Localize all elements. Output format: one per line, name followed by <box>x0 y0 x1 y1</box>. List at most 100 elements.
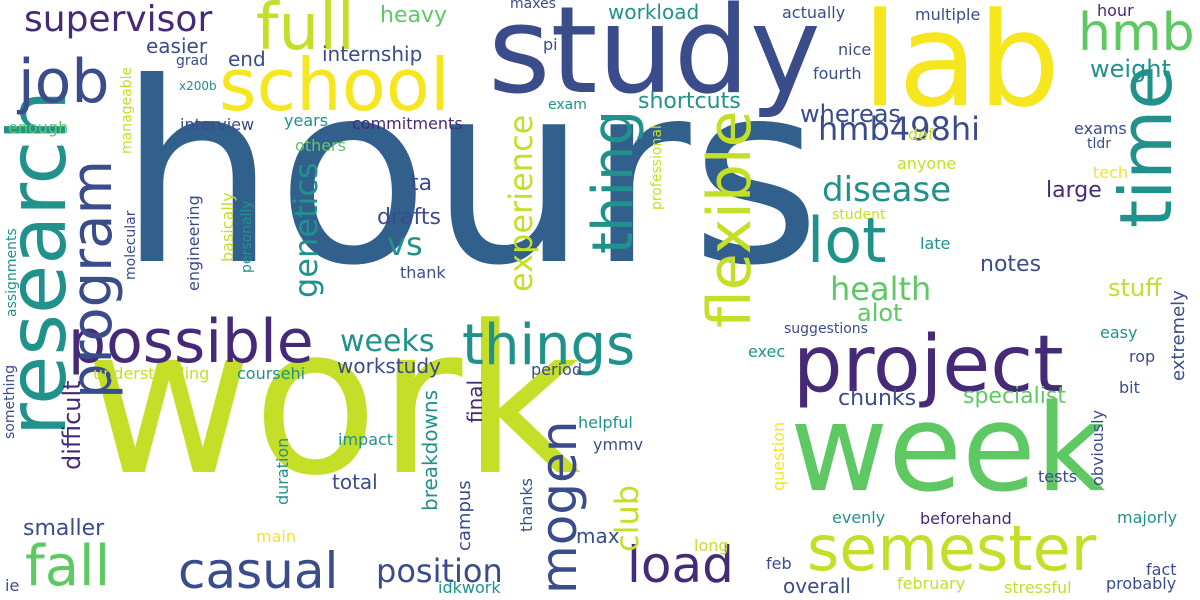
word-understanding: understanding <box>93 364 210 383</box>
word-coursehi: coursehi <box>237 364 306 383</box>
word-stuff: stuff <box>1108 274 1162 302</box>
word-rop: rop <box>1129 347 1156 366</box>
word-multiple: multiple <box>915 5 981 24</box>
word-grad: grad <box>176 53 209 69</box>
word-bit: bit <box>1119 378 1140 397</box>
word-health: health <box>830 270 932 308</box>
word-lot: lot <box>807 204 887 277</box>
word-fall: fall <box>25 534 111 599</box>
word-work: work <box>85 283 582 521</box>
word-supervisor: supervisor <box>24 0 213 40</box>
word-final: final <box>463 379 487 423</box>
word-student: student <box>832 207 886 223</box>
word-full: full <box>256 0 355 65</box>
word-question: question <box>769 421 788 491</box>
word-campus: campus <box>454 480 475 551</box>
word-basically: basically <box>218 192 237 262</box>
word-difficult: difficult <box>58 380 86 470</box>
word-lab: lab <box>862 0 1061 136</box>
word-late: late <box>920 234 951 253</box>
word-tech: tech <box>1093 163 1129 182</box>
word-assignments: assignments <box>4 228 20 317</box>
word-flexible: flexible <box>695 110 765 329</box>
word-others: others <box>295 136 346 155</box>
word-majorly: majorly <box>1117 508 1178 527</box>
word-time: time <box>1104 65 1188 228</box>
word-notes: notes <box>980 252 1042 277</box>
word-school: school <box>219 43 450 127</box>
word-job: job <box>18 47 110 117</box>
word-evenly: evenly <box>832 508 886 527</box>
word-overall: overall <box>783 574 851 598</box>
word-thanks: thanks <box>517 478 536 532</box>
word-ie: ie <box>5 576 20 595</box>
word-experience: experience <box>502 114 540 292</box>
word-easy: easy <box>1100 323 1138 342</box>
word-project: project <box>793 320 1064 410</box>
word-helpful: helpful <box>578 413 633 432</box>
word-extremely: extremely <box>1168 290 1189 381</box>
word-hour: hour <box>1097 1 1134 20</box>
word-suggestions: suggestions <box>784 321 868 337</box>
word-end: end <box>228 47 266 71</box>
word-smaller: smaller <box>23 516 105 541</box>
word-anyone: anyone <box>897 154 957 173</box>
word-fourth: fourth <box>813 64 862 83</box>
word-thank: thank <box>400 263 446 282</box>
word-semester: semester <box>807 512 1097 585</box>
word-impact: impact <box>338 430 394 449</box>
word-week: week <box>790 380 1106 519</box>
word-stressful: stressful <box>1004 578 1072 597</box>
word-things: things <box>462 313 636 378</box>
word-february: february <box>897 574 966 593</box>
word-max: max <box>576 524 620 548</box>
word-breakdowns: breakdowns <box>418 389 442 511</box>
word-study: study <box>488 0 821 121</box>
word-casual: casual <box>178 542 339 600</box>
word-fact: fact <box>1146 560 1177 579</box>
word-weeks: weeks <box>340 324 435 359</box>
word-total: total <box>332 470 378 494</box>
word-probably: probably <box>1106 574 1177 593</box>
word-disease: disease <box>822 170 952 210</box>
word-thing: thing <box>581 109 646 254</box>
word-mogen: mogen <box>530 420 588 595</box>
word-chunks: chunks <box>838 386 917 411</box>
word-duration: duration <box>273 437 292 505</box>
word-main: main <box>256 527 296 546</box>
word-workload: workload <box>608 0 700 24</box>
word-maxes: maxes <box>510 0 556 12</box>
word-load: load <box>627 536 734 594</box>
word-professional: professional <box>649 125 665 210</box>
word-period: period <box>531 360 582 379</box>
word-pi: pi <box>543 35 558 54</box>
word-ta: ta <box>410 171 433 196</box>
word-manageable: manageable <box>119 66 135 154</box>
word-actually: actually <box>782 3 846 22</box>
word-x200b: x200b <box>179 79 217 93</box>
word-enough: enough <box>8 118 69 137</box>
word-tldr: tldr <box>1087 136 1112 152</box>
word-def: def <box>908 125 934 144</box>
word-exams: exams <box>1074 119 1127 138</box>
word-weight: weight <box>1090 55 1171 83</box>
word-position: position <box>376 552 503 590</box>
word-whereas: whereas <box>800 100 901 128</box>
word-hours: hours <box>118 29 821 320</box>
word-heavy: heavy <box>380 3 447 28</box>
word-beforehand: beforehand <box>920 509 1012 528</box>
word-long: long <box>694 536 729 555</box>
word-easier: easier <box>146 34 208 58</box>
word-genetics: genetics <box>287 162 325 298</box>
word-hmb498hi: hmb498hi <box>818 110 981 148</box>
word-hmb: hmb <box>1078 3 1195 63</box>
word-obviously: obviously <box>1088 409 1107 486</box>
word-large: large <box>1046 178 1102 203</box>
word-nice: nice <box>838 40 872 59</box>
word-drafts: drafts <box>377 205 441 230</box>
word-workstudy: workstudy <box>337 354 441 378</box>
word-vs: vs <box>387 225 423 263</box>
word-alot: alot <box>857 299 903 327</box>
word-possible: possible <box>68 307 314 377</box>
